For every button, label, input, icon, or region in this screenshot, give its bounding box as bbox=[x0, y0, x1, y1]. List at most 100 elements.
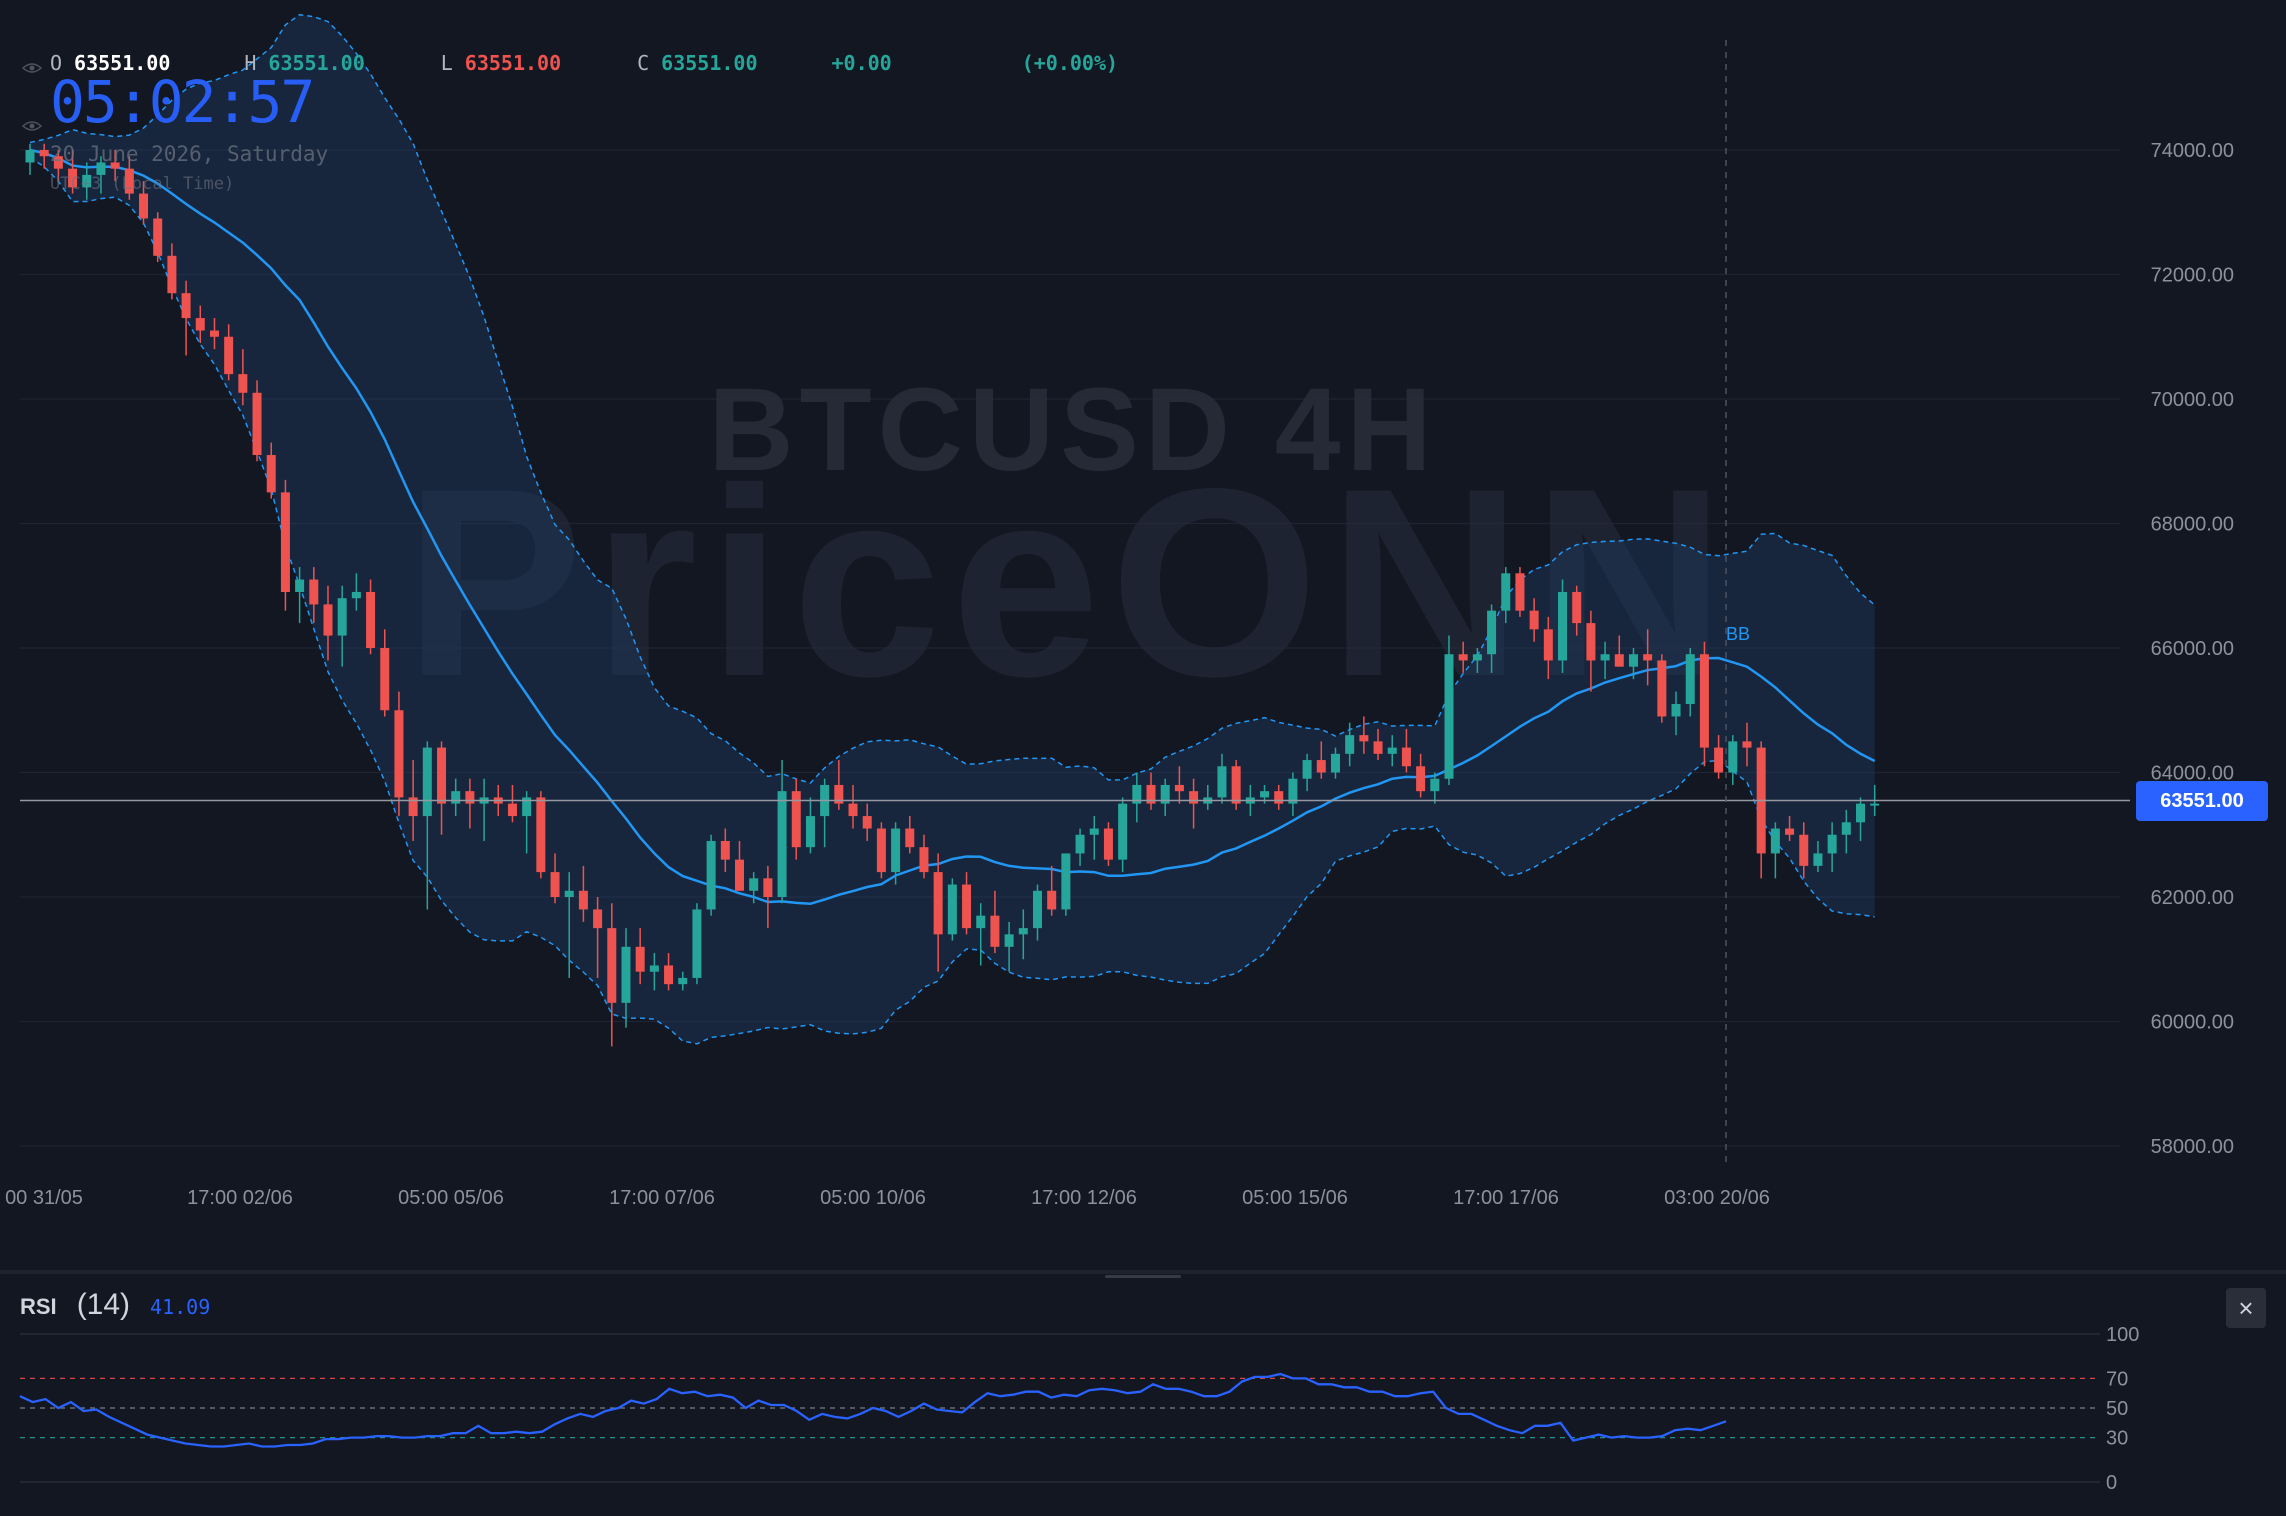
candle-body bbox=[1770, 828, 1780, 854]
candle-body bbox=[990, 915, 1000, 947]
candle-body bbox=[735, 859, 744, 891]
candle-body bbox=[266, 455, 276, 493]
candle-body bbox=[1061, 853, 1071, 910]
bb-basis-line bbox=[29, 148, 1876, 906]
candle-body bbox=[1458, 654, 1468, 661]
rsi-legend: RSI (14) 41.09 bbox=[20, 1288, 210, 1322]
candle-body bbox=[1330, 753, 1340, 773]
clock-timezone: UTC+3 (Local Time) bbox=[50, 174, 235, 194]
candle-body bbox=[394, 710, 404, 798]
time-tick-label: 17:00 12/06 bbox=[1031, 1187, 1137, 1209]
price-tick-label: 72000.00 bbox=[2151, 265, 2234, 287]
close-value: 63551.00 bbox=[661, 51, 758, 75]
price-axis[interactable]: 74000.00 72000.00 70000.00 68000.00 66000.00… bbox=[2151, 140, 2234, 1158]
rsi-name: RSI bbox=[20, 1294, 57, 1319]
price-tick-label: 62000.00 bbox=[2151, 887, 2234, 909]
rsi-period: (14) bbox=[76, 1288, 131, 1321]
candle-body bbox=[39, 150, 49, 157]
candle-body bbox=[209, 330, 219, 337]
candle-body bbox=[1004, 934, 1014, 947]
time-tick-label: 00 31/05 bbox=[5, 1187, 83, 1209]
price-tick-label: 74000.00 bbox=[2151, 140, 2234, 162]
eye-icon[interactable] bbox=[22, 120, 42, 132]
candle-body bbox=[550, 872, 560, 897]
candle-body bbox=[465, 791, 475, 804]
candle-body bbox=[1359, 735, 1369, 742]
candle-body bbox=[564, 890, 574, 897]
candle-body bbox=[1189, 791, 1199, 804]
candle-body bbox=[1515, 573, 1525, 611]
candle-body bbox=[1841, 822, 1851, 835]
bb-indicator-label[interactable]: BB bbox=[1726, 624, 1750, 644]
candle-body bbox=[834, 784, 844, 804]
candle-body bbox=[110, 162, 120, 169]
candle-body bbox=[96, 162, 106, 175]
candle-body bbox=[181, 293, 191, 319]
close-pane-button[interactable]: × bbox=[2226, 1288, 2266, 1328]
time-axis[interactable]: 00 31/05 17:00 02/06 05:00 05/06 17:00 07/0… bbox=[5, 1187, 1770, 1209]
candle-body bbox=[522, 797, 532, 817]
candle-body bbox=[1714, 747, 1724, 773]
pane-separator bbox=[0, 1270, 2286, 1274]
price-tick-label: 64000.00 bbox=[2151, 763, 2234, 785]
bollinger-bands bbox=[29, 13, 1876, 1045]
candle-body bbox=[437, 747, 447, 804]
candle-body bbox=[1174, 784, 1184, 792]
candle-body bbox=[1345, 735, 1355, 754]
candle-body bbox=[1657, 660, 1667, 717]
time-tick-label: 03:00 20/06 bbox=[1664, 1187, 1770, 1209]
candle-body bbox=[1217, 766, 1227, 798]
pane-divider[interactable] bbox=[0, 1270, 2286, 1278]
price-tick-label: 60000.00 bbox=[2151, 1012, 2234, 1034]
candle-body bbox=[167, 255, 177, 294]
open-value: 63551.00 bbox=[74, 51, 171, 75]
watermark: BTCUSD 4H PriceONN bbox=[404, 364, 1725, 732]
candle-body bbox=[720, 840, 730, 860]
candle-body bbox=[1260, 791, 1270, 798]
candle-body bbox=[905, 828, 915, 848]
candle-body bbox=[1472, 654, 1482, 661]
candle-body bbox=[876, 828, 886, 873]
candle-body bbox=[805, 816, 815, 848]
clock-date: 20 June 2026, Saturday bbox=[50, 142, 329, 166]
candle-body bbox=[1302, 760, 1312, 779]
candle-body bbox=[1075, 834, 1085, 854]
eye-icon[interactable] bbox=[22, 62, 42, 74]
candle-body bbox=[1487, 610, 1497, 655]
candle-body bbox=[124, 168, 134, 194]
price-tick-label: 70000.00 bbox=[2151, 389, 2234, 411]
candle-body bbox=[1543, 629, 1553, 661]
candle-body bbox=[53, 156, 63, 169]
close-label: C bbox=[637, 51, 650, 75]
candle-body bbox=[366, 591, 376, 648]
candle-body bbox=[791, 791, 801, 848]
candle-body bbox=[337, 598, 347, 636]
time-tick-label: 05:00 15/06 bbox=[1242, 1187, 1348, 1209]
candle-body bbox=[1614, 654, 1624, 667]
candle-body bbox=[664, 965, 674, 985]
candle-body bbox=[153, 218, 163, 256]
candle-body bbox=[891, 828, 901, 873]
candle-body bbox=[578, 890, 588, 910]
close-icon[interactable]: × bbox=[2238, 1292, 2254, 1323]
candle-body bbox=[1501, 573, 1511, 611]
candle-body bbox=[1799, 834, 1809, 866]
candle-body bbox=[323, 604, 333, 636]
candle-body bbox=[82, 174, 92, 188]
bb-fill bbox=[30, 14, 1875, 1044]
rsi-tick-label: 50 bbox=[2106, 1398, 2128, 1420]
candle-body bbox=[1870, 803, 1880, 806]
price-tick-label: 58000.00 bbox=[2151, 1136, 2234, 1158]
candle-body bbox=[68, 168, 78, 188]
high-label: H bbox=[244, 51, 257, 75]
candle-body bbox=[309, 579, 319, 605]
candle-body bbox=[1047, 890, 1057, 910]
candle-body bbox=[1430, 778, 1440, 792]
candle-body bbox=[25, 150, 35, 163]
clock-time: 05:02:57 bbox=[50, 68, 315, 136]
open-label: O bbox=[50, 51, 63, 75]
time-tick-label: 17:00 17/06 bbox=[1453, 1187, 1559, 1209]
candle-body bbox=[1643, 654, 1653, 661]
time-tick-label: 05:00 10/06 bbox=[820, 1187, 926, 1209]
